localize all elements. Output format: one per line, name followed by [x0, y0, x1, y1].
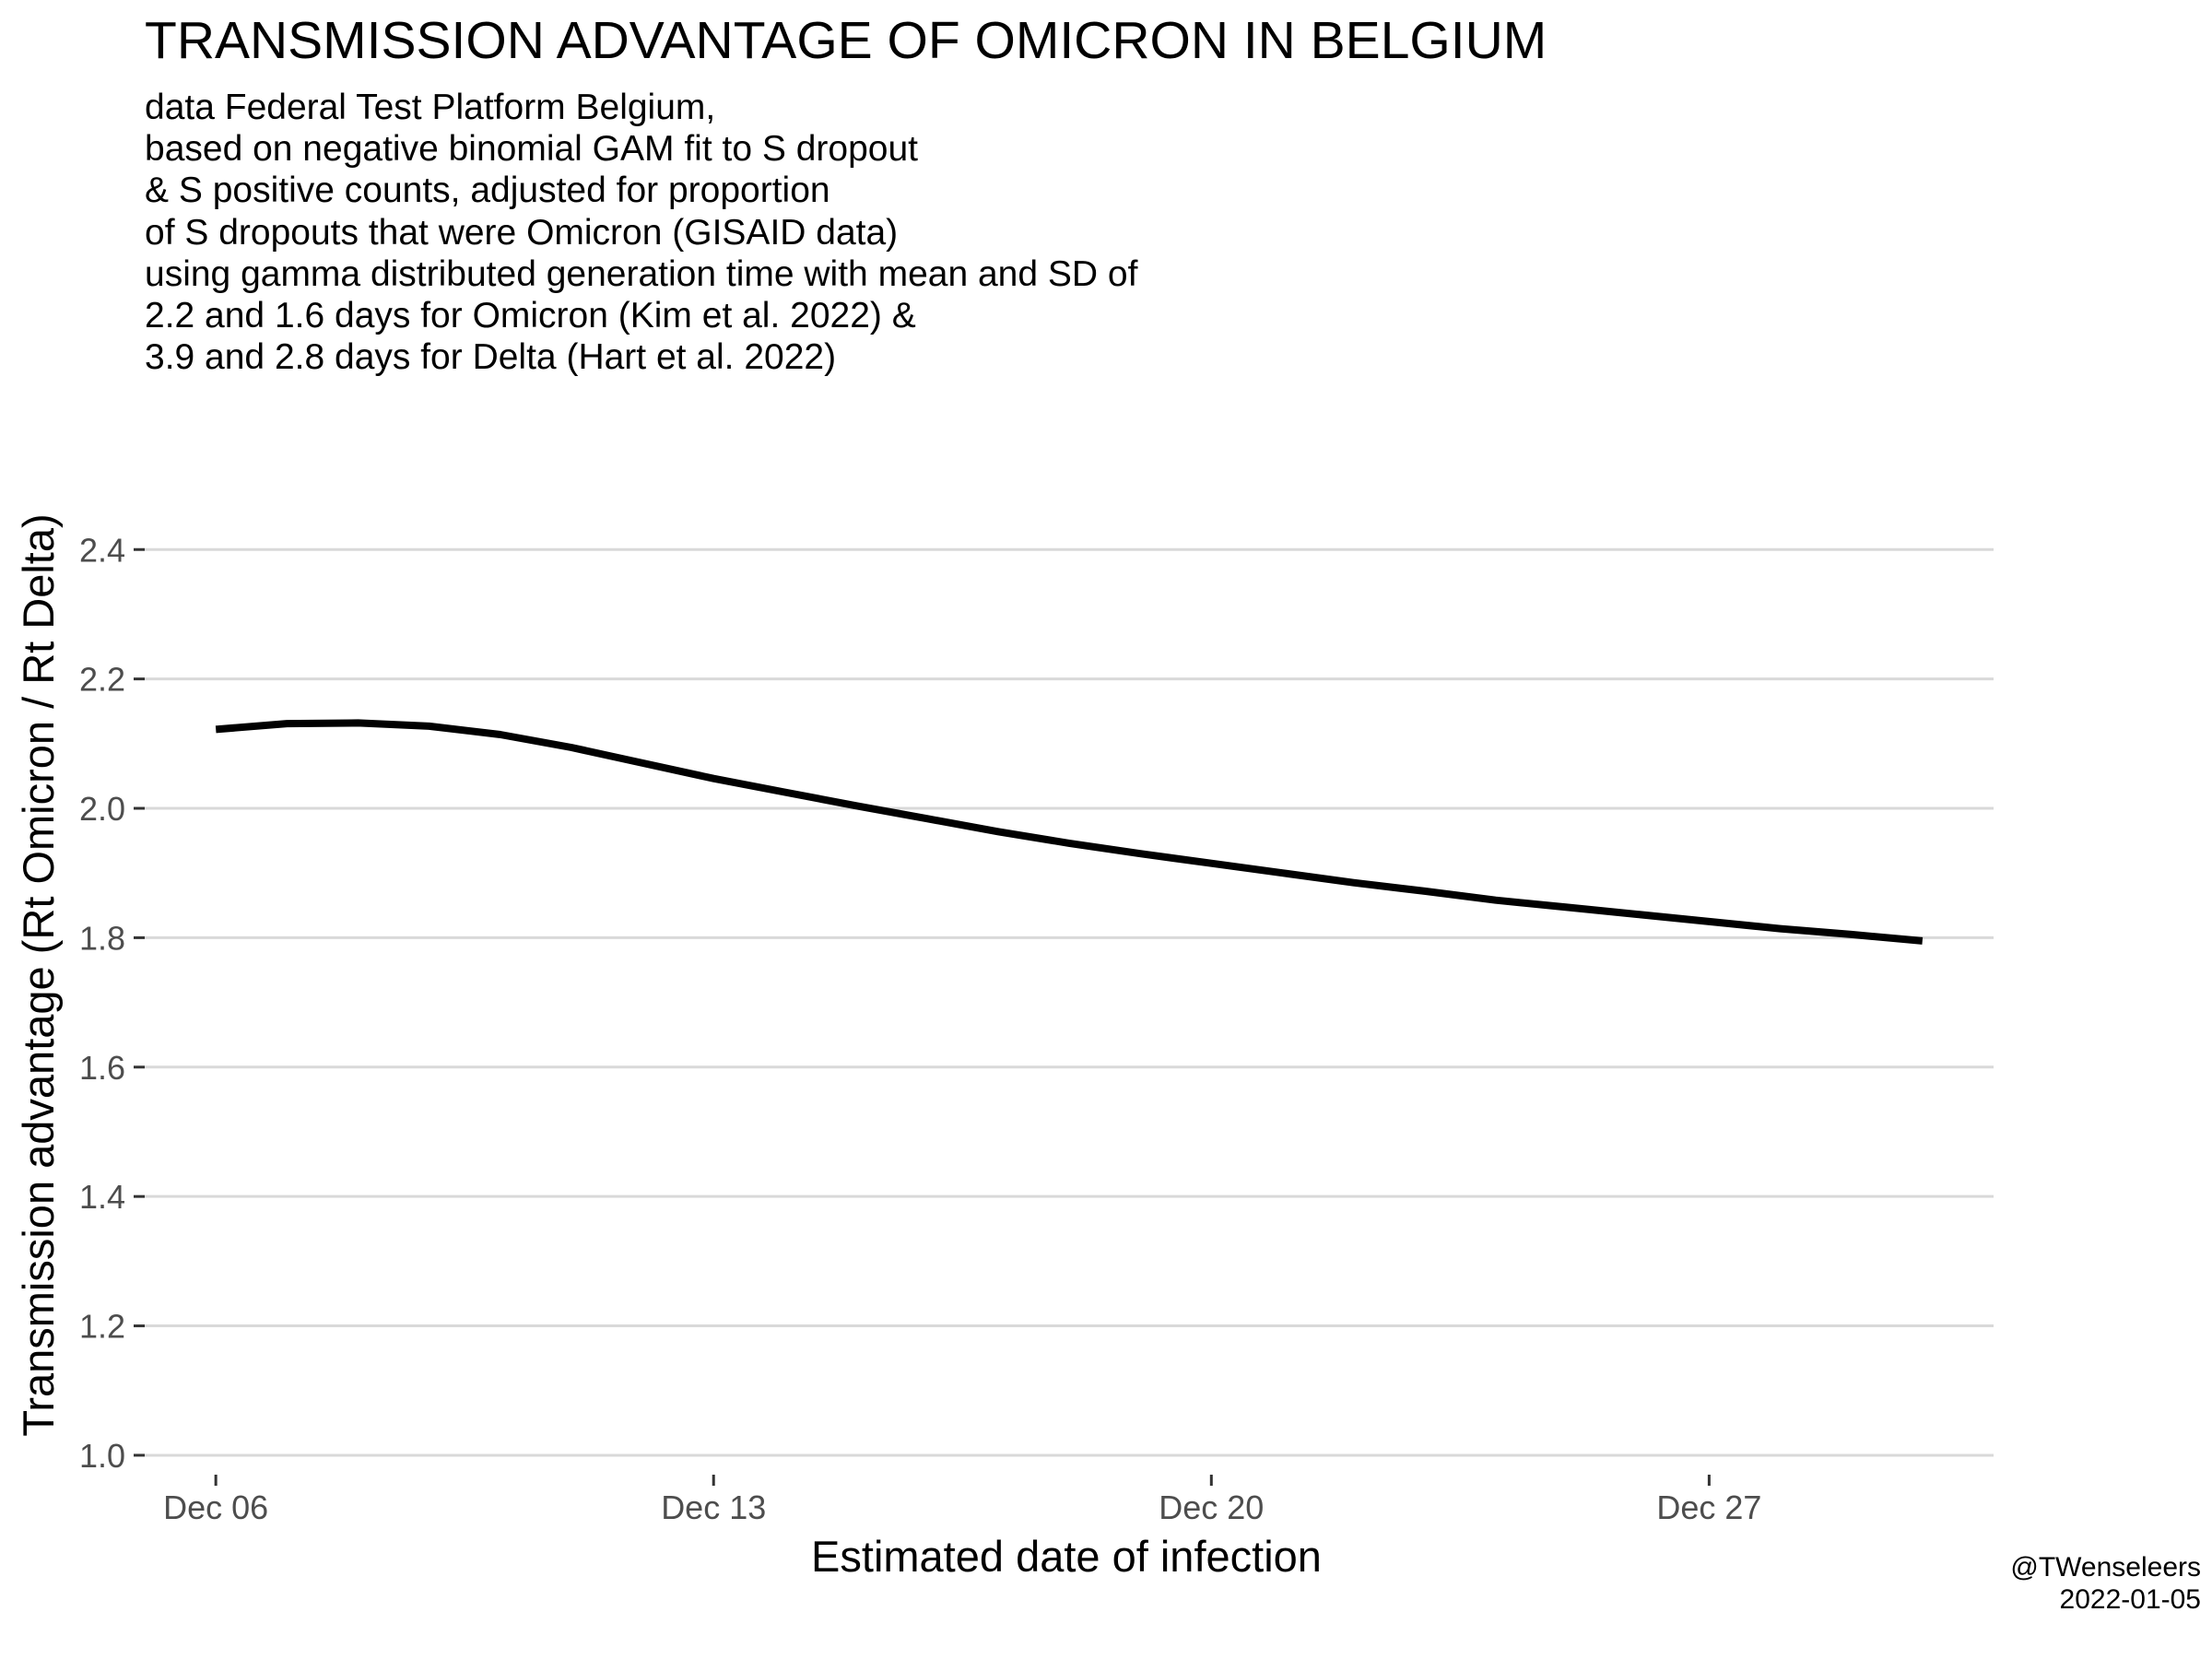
y-tick-label: 1.0	[79, 1437, 125, 1475]
subtitle-line: of S dropouts that were Omicron (GISAID …	[145, 212, 899, 253]
x-tick-label: Dec 06	[163, 1488, 268, 1526]
y-tick-label: 1.4	[79, 1178, 125, 1216]
series-line	[215, 719, 1924, 945]
x-axis-title: Estimated date of infection	[811, 1532, 1322, 1581]
y-tick-label: 2.4	[79, 531, 125, 569]
subtitle-line: 2.2 and 1.6 days for Omicron (Kim et al.…	[145, 296, 916, 336]
y-axis-title: Transmission advantage (Rt Omicron / Rt …	[14, 513, 63, 1436]
subtitle-line: & S positive counts, adjusted for propor…	[145, 171, 830, 211]
x-tick-label: Dec 27	[1656, 1488, 1761, 1526]
subtitle-line: data Federal Test Platform Belgium,	[145, 88, 716, 127]
subtitle-line: based on negative binomial GAM fit to S …	[145, 129, 918, 170]
y-tick-label: 2.0	[79, 790, 125, 828]
axes: 1.0 1.2 1.4 1.6 1.8 2.0 2.2 2.4 Dec 06 Dec 13 Dec …	[79, 531, 1761, 1526]
gridlines	[145, 547, 1994, 1457]
chart-title: TRANSMISSION ADVANTAGE OF OMICRON IN BEL…	[145, 11, 1547, 70]
y-tick-label: 1.6	[79, 1049, 125, 1087]
caption-author: @TWenseleers	[2010, 1552, 2201, 1583]
x-tick-label: Dec 20	[1159, 1488, 1264, 1526]
subtitle-line: 3.9 and 2.8 days for Delta (Hart et al. …	[145, 337, 837, 378]
y-tick-label: 2.2	[79, 661, 125, 699]
x-tick-label: Dec 13	[661, 1488, 766, 1526]
chart-subtitle: data Federal Test Platform Belgium, base…	[145, 87, 1137, 378]
subtitle-line: using gamma distributed generation time …	[145, 253, 1138, 294]
y-tick-label: 1.8	[79, 919, 125, 957]
series	[215, 719, 1924, 945]
y-tick-label: 1.2	[79, 1308, 125, 1346]
caption: @TWenseleers 2022-01-05	[2010, 1551, 2201, 1616]
caption-date: 2022-01-05	[2059, 1584, 2201, 1615]
